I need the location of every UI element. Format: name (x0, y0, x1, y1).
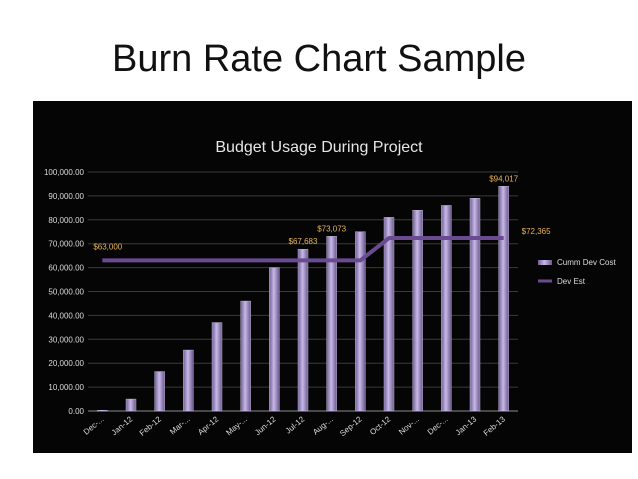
y-tick-label: 90,000.00 (48, 192, 84, 201)
x-tick-label: May-... (224, 415, 249, 438)
dev-est-line (102, 236, 504, 263)
data-label: $63,000 (93, 242, 122, 251)
y-tick-label: 80,000.00 (48, 216, 84, 225)
y-tick-label: 30,000.00 (48, 335, 84, 344)
x-tick-label: Jan-13 (454, 414, 479, 437)
burn-rate-chart: Budget Usage During Project 0.00 10,000.0… (44, 139, 617, 438)
x-tick-label: Nov-... (397, 415, 421, 437)
x-tick-label: Jul-12 (284, 414, 307, 435)
bar (211, 322, 223, 412)
data-label: $73,073 (317, 224, 346, 233)
y-tick-label: 60,000.00 (48, 264, 84, 273)
y-tick-label: 70,000.00 (48, 240, 84, 249)
legend-swatch-bar (538, 260, 552, 265)
y-axis-ticks: 0.00 10,000.00 20,000.00 30,000.00 40,000.00… (44, 168, 85, 416)
x-tick-label: Apr-12 (196, 414, 221, 437)
legend: Cumm Dev Cost Dev Est (538, 258, 616, 286)
bar (125, 398, 137, 412)
line-series (102, 236, 504, 263)
chart-panel: Budget Usage During Project 0.00 10,000.0… (33, 101, 632, 453)
x-tick-label: Oct-12 (368, 414, 393, 437)
legend-label: Cumm Dev Cost (557, 258, 616, 267)
y-tick-label: 10,000.00 (48, 383, 84, 392)
y-tick-label: 100,000.00 (44, 168, 85, 177)
bar (269, 267, 280, 412)
x-tick-label: Jun-12 (253, 414, 278, 437)
y-tick-label: 50,000.00 (48, 288, 84, 297)
bar (498, 186, 509, 412)
x-tick-label: Aug-... (311, 415, 335, 437)
bar (154, 371, 165, 412)
data-labels: $63,000 $67,683 $73,073 $94,017 $72,365 (93, 174, 551, 251)
bar (469, 198, 481, 412)
x-tick-label: Mar-... (168, 415, 191, 437)
y-tick-label: 40,000.00 (48, 311, 84, 320)
bar (355, 231, 366, 412)
bar (326, 236, 337, 412)
data-label: $94,017 (489, 174, 518, 183)
data-label: $67,683 (289, 237, 318, 246)
bar (441, 205, 452, 412)
legend-label: Dev Est (557, 277, 586, 286)
x-tick-label: Dec-... (426, 415, 450, 437)
bar (297, 249, 309, 412)
x-tick-label: Dec-... (82, 415, 106, 437)
y-tick-label: 20,000.00 (48, 359, 84, 368)
bar (97, 410, 108, 412)
chart-title: Budget Usage During Project (215, 139, 423, 156)
slide-title: Burn Rate Chart Sample (112, 38, 526, 80)
bar (412, 210, 423, 412)
bar (383, 217, 395, 412)
x-tick-label: Jan-12 (110, 414, 135, 437)
bar (183, 349, 194, 412)
x-tick-label: Sep-12 (338, 414, 364, 438)
bar (240, 300, 251, 412)
x-axis-ticks: Dec-... Jan-12 Feb-12 Mar-... Apr-12 May-... J… (82, 414, 508, 438)
x-tick-label: Feb-13 (482, 414, 508, 438)
x-tick-label: Feb-12 (138, 414, 164, 438)
bar-series (97, 186, 509, 412)
y-tick-label: 0.00 (68, 407, 84, 416)
data-label: $72,365 (522, 227, 551, 236)
